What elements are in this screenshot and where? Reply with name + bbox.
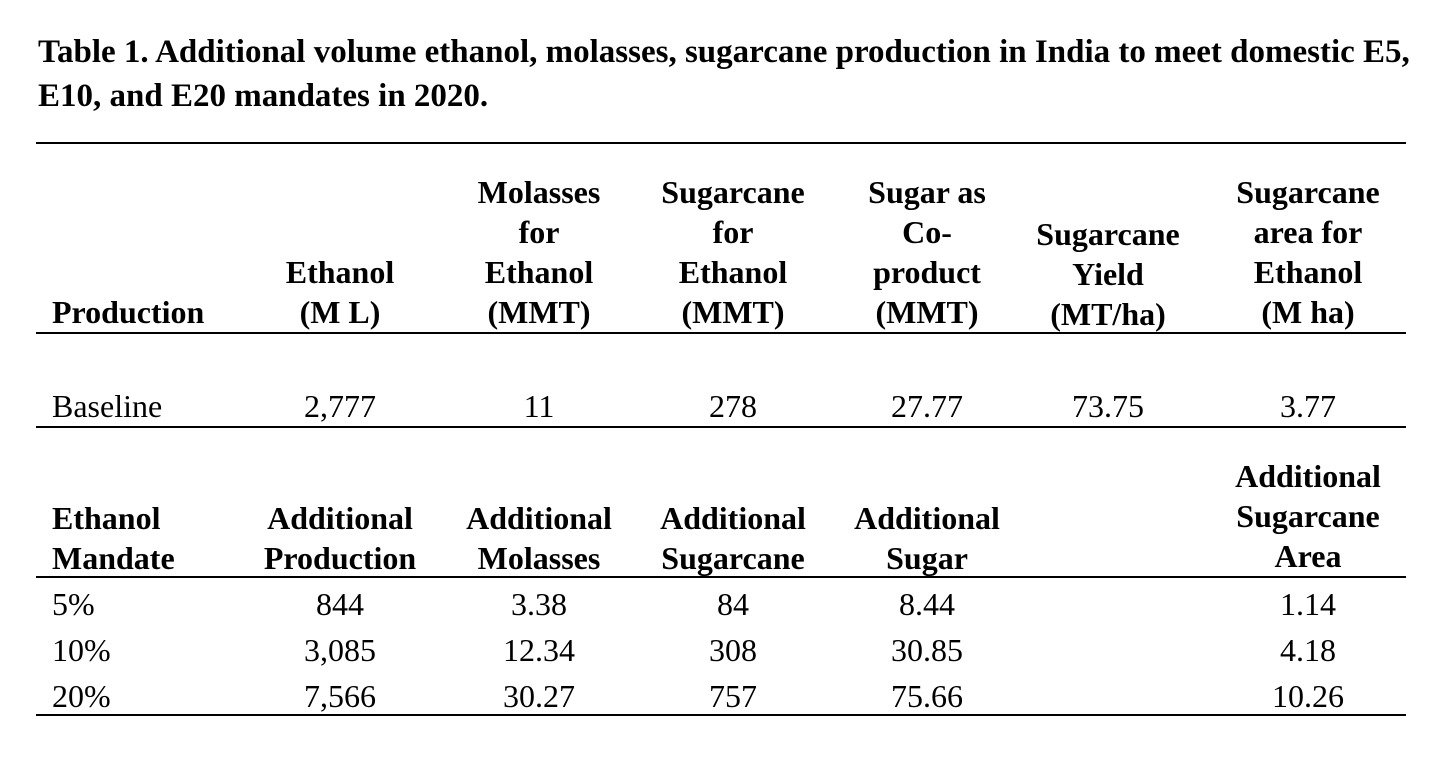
table-bottom-rule xyxy=(36,714,1406,716)
baseline-ethanol: 2,777 xyxy=(304,388,376,424)
row-10-area: 4.18 xyxy=(1280,632,1336,668)
header-ethanol-mandate: Ethanol Mandate xyxy=(52,500,175,576)
header-sugarcane-area: Sugarcane area for Ethanol (M ha) xyxy=(1236,174,1380,330)
header-additional-production: Additional Production xyxy=(263,500,417,576)
header-bottom-rule xyxy=(36,332,1406,334)
row-5-production: 844 xyxy=(316,586,364,622)
header-sugarcane-for-ethanol: Sugarcane for Ethanol (MMT) xyxy=(661,174,805,330)
table-top-rule xyxy=(36,142,1406,144)
row-20-sugarcane: 757 xyxy=(709,678,757,714)
baseline-yield: 73.75 xyxy=(1072,388,1144,424)
row-10-sugarcane: 308 xyxy=(709,632,757,668)
row-20-mandate: 20% xyxy=(52,678,111,714)
table-caption: Table 1. Additional volume ethanol, mola… xyxy=(38,34,1410,114)
row-5-mandate: 5% xyxy=(52,586,95,622)
header-ethanol: Ethanol (M L) xyxy=(285,254,395,330)
header-additional-sugar: Additional Sugar xyxy=(854,500,1000,576)
row-10-sugar: 30.85 xyxy=(891,632,963,668)
row-5-molasses: 3.38 xyxy=(511,586,567,622)
row-10-molasses: 12.34 xyxy=(503,632,575,668)
row-5-area: 1.14 xyxy=(1280,586,1336,622)
row-20-sugar: 75.66 xyxy=(891,678,963,714)
row-10-production: 3,085 xyxy=(304,632,376,668)
header2-bottom-rule xyxy=(36,576,1406,578)
header-sugar-coproduct: Sugar as Co-product (MMT) xyxy=(868,174,986,330)
row-10-mandate: 10% xyxy=(52,632,111,668)
row-5-sugarcane: 84 xyxy=(717,586,749,622)
baseline-label: Baseline xyxy=(52,388,163,424)
header-additional-molasses: Additional Molasses xyxy=(466,500,612,576)
baseline-sugar: 27.77 xyxy=(891,388,963,424)
header-additional-sugarcane: Additional Sugarcane xyxy=(660,500,806,576)
header-sugarcane-yield: Sugarcane Yield (MT/ha) xyxy=(1036,216,1180,332)
baseline-bottom-rule xyxy=(36,426,1406,428)
baseline-area: 3.77 xyxy=(1280,388,1336,424)
row-5-sugar: 8.44 xyxy=(899,586,955,622)
header-production: Production xyxy=(52,294,205,330)
row-20-molasses: 30.27 xyxy=(503,678,575,714)
header-additional-sugarcane-area: Additional Sugarcane Area xyxy=(1235,458,1381,574)
row-20-production: 7,566 xyxy=(304,678,376,714)
baseline-molasses: 11 xyxy=(523,388,555,424)
header-molasses-for-ethanol: Molasses for Ethanol (MMT) xyxy=(477,174,601,330)
row-20-area: 10.26 xyxy=(1272,678,1344,714)
baseline-sugarcane: 278 xyxy=(709,388,757,424)
